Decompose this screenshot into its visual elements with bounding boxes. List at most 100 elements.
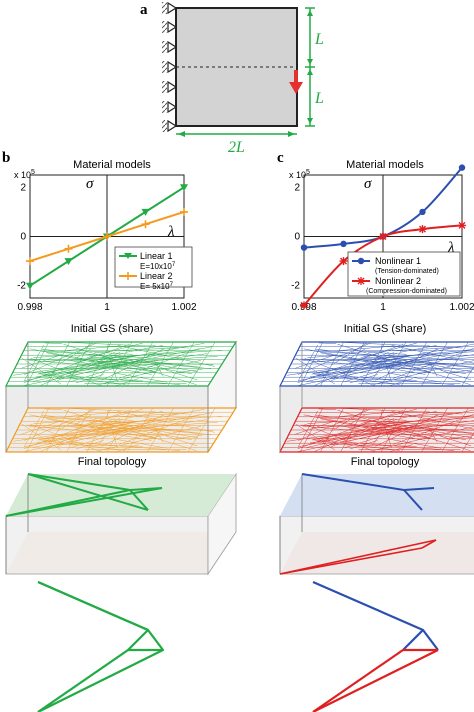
gs-bar xyxy=(307,420,343,424)
gs-bar xyxy=(349,374,378,384)
gs-bar xyxy=(298,410,318,447)
gs-bar xyxy=(117,411,215,433)
gs-bar xyxy=(89,356,212,370)
gs-bar xyxy=(187,407,216,453)
gs-bar xyxy=(309,420,474,444)
gs-bar xyxy=(39,433,72,440)
gs-bar xyxy=(76,414,92,424)
gs-bar xyxy=(24,430,108,447)
data-point xyxy=(300,301,308,310)
topology-bar xyxy=(403,487,435,491)
gs-bar xyxy=(390,378,413,386)
pin-supports xyxy=(162,1,178,133)
gs-bar xyxy=(395,427,466,441)
gs-bar xyxy=(330,444,417,447)
data-point xyxy=(103,232,111,241)
gs-bar xyxy=(302,359,427,371)
gs-bar xyxy=(461,365,474,387)
gs-bar xyxy=(106,356,218,365)
gs-bar xyxy=(336,341,463,349)
gs-bar xyxy=(166,369,198,381)
gs-bar xyxy=(302,425,427,437)
gs-bar xyxy=(383,345,430,348)
gs-bar xyxy=(28,359,153,371)
gs-bar xyxy=(387,438,442,449)
gs-bar xyxy=(121,427,192,441)
panel-b: b Material models x 105 0.998 1 1.00220-2 … xyxy=(2,150,238,712)
legend-b-1-name: Linear 1 xyxy=(140,251,173,261)
y-tick-label: 2 xyxy=(20,182,26,193)
gs-bar xyxy=(75,374,104,384)
gs-bottom-mesh-edge xyxy=(279,407,474,453)
gs-bar xyxy=(350,348,366,358)
legend-b-2-detail: E= 5x107 xyxy=(140,282,174,291)
gs-bar xyxy=(62,341,189,349)
pin-support xyxy=(167,80,178,94)
gs-bar xyxy=(30,358,101,386)
initial-gs-c xyxy=(279,341,474,453)
chart-c-legend: Nonlinear 1 (Tension-dominated) Nonlinea… xyxy=(347,251,461,297)
pin-support xyxy=(167,20,178,34)
gs-bar xyxy=(46,418,117,433)
gs-bar xyxy=(44,342,63,344)
x-tick-label: 1 xyxy=(104,302,110,313)
gs-bar xyxy=(383,411,430,414)
gs-bar xyxy=(63,343,197,385)
panel-a: a L L 2L xyxy=(140,1,324,156)
gs-bar xyxy=(387,372,442,383)
gs-bar xyxy=(383,424,392,448)
gs-bar xyxy=(330,418,395,448)
gs-bar xyxy=(117,345,215,367)
final-front-face xyxy=(279,515,474,575)
gs-bar xyxy=(35,419,208,444)
final-b-title: Final topology xyxy=(78,456,147,468)
gs-bar xyxy=(24,364,108,381)
gs-bar xyxy=(167,407,195,453)
gs-bar xyxy=(447,435,474,440)
topology-bar xyxy=(421,539,437,549)
gs-bar xyxy=(351,413,454,419)
gs-bar xyxy=(307,354,343,358)
gs-bar xyxy=(391,411,474,430)
gs-bar xyxy=(325,345,394,353)
gs-bar xyxy=(32,360,128,382)
pin-support xyxy=(167,60,178,74)
gs-top-mesh xyxy=(279,341,474,387)
data-point xyxy=(180,207,188,216)
data-point xyxy=(64,258,73,266)
gs-bar xyxy=(51,345,120,353)
gs-bar xyxy=(61,363,168,370)
gs-bar xyxy=(315,348,473,368)
gs-bar xyxy=(313,373,400,385)
gs-bar xyxy=(315,351,458,361)
gs-bar xyxy=(56,352,121,382)
gs-bar xyxy=(30,424,101,452)
box-front-face xyxy=(279,385,474,453)
gs-bar xyxy=(23,408,97,441)
gs-bar xyxy=(325,411,394,419)
gs-bar xyxy=(76,348,92,358)
gs-bar xyxy=(29,348,157,373)
data-point xyxy=(26,257,34,266)
gs-bar xyxy=(304,424,375,452)
gs-top-mesh-edge xyxy=(279,341,474,387)
gs-bar xyxy=(51,411,120,419)
gs-bar xyxy=(33,420,69,424)
gs-bar xyxy=(77,347,180,353)
gs-bar xyxy=(99,426,201,451)
gs-bar xyxy=(426,363,472,373)
gs-bar xyxy=(39,367,72,374)
gs-bar xyxy=(303,348,431,373)
support-hatch xyxy=(162,2,167,14)
x-tick-label: 1 xyxy=(380,302,386,313)
initial-gs-b xyxy=(5,340,238,454)
topology-bar xyxy=(403,489,423,511)
gs-bar xyxy=(33,354,69,358)
gs-bar xyxy=(109,412,213,433)
gs-bar xyxy=(41,417,184,427)
gs-bar xyxy=(363,422,474,434)
chart-c-sigma: σ xyxy=(364,176,372,192)
gs-bar xyxy=(298,364,382,381)
topology-bar xyxy=(5,487,163,517)
data-point xyxy=(458,221,466,230)
